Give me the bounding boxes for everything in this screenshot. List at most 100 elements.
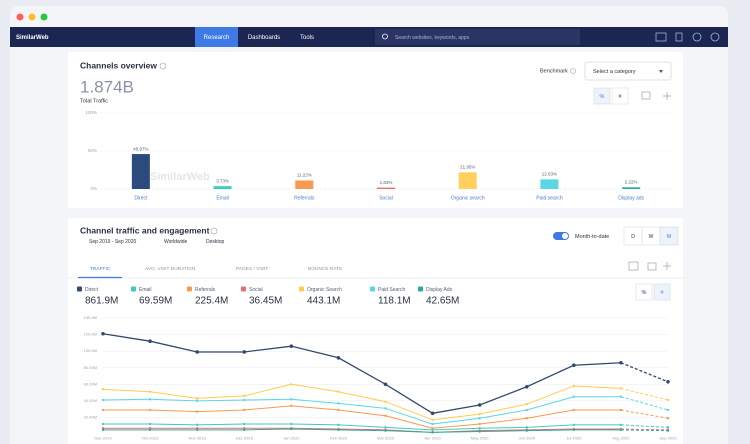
x-tick-label: Sep 2020: [659, 436, 677, 441]
bar: [458, 172, 477, 189]
toggle-button[interactable]: [653, 283, 671, 301]
x-tick-label: Aug 2020: [612, 436, 630, 441]
toggle-label: Month-to-date: [575, 234, 609, 240]
legend-total: 36.45M: [249, 296, 282, 307]
nav-tab[interactable]: Dashboards: [248, 35, 280, 41]
total-traffic: 1.874B: [80, 77, 134, 96]
nav-tab[interactable]: Tools: [300, 35, 314, 41]
granularity-button[interactable]: [659, 226, 679, 246]
data-point: [148, 339, 152, 344]
export-icon[interactable]: [647, 262, 657, 271]
x-tick-label: Apr 2020: [424, 436, 441, 441]
data-point: [477, 403, 482, 407]
table-icon[interactable]: [628, 261, 639, 271]
data-point: [243, 427, 246, 430]
metric-tab[interactable]: PAGES / VISIT: [236, 266, 268, 272]
y-tick-label: 0%: [90, 186, 97, 191]
x-tick-label: Mar 2020: [377, 436, 395, 441]
nav-icon[interactable]: [675, 32, 683, 42]
region: Worldwide: [164, 239, 187, 245]
granularity-label[interactable]: D: [631, 234, 635, 240]
close-dot[interactable]: [16, 13, 24, 21]
data-point: [525, 408, 528, 412]
y-tick-label: 80.00M: [84, 365, 97, 370]
data-point: [384, 400, 387, 403]
toggle-label[interactable]: #: [618, 94, 622, 100]
toggle-button[interactable]: [611, 87, 629, 105]
data-point: [572, 408, 576, 412]
toggle-label[interactable]: %: [642, 290, 647, 296]
data-point: [101, 331, 105, 336]
toggle-button[interactable]: [593, 87, 611, 105]
nav-icon[interactable]: [710, 32, 720, 42]
y-tick-label: 20.00M: [84, 414, 97, 419]
data-point: [101, 388, 105, 391]
nav-icon[interactable]: [655, 32, 667, 42]
granularity-label[interactable]: W: [649, 234, 654, 240]
data-point: [289, 344, 294, 348]
data-point: [195, 397, 199, 400]
data-point: [290, 427, 293, 431]
search-box[interactable]: [375, 29, 580, 45]
data-point: [619, 387, 623, 390]
category-select[interactable]: [584, 61, 672, 81]
brand[interactable]: SimilarWeb: [16, 35, 49, 41]
caret: [659, 70, 663, 73]
data-point: [525, 417, 528, 420]
data-point: [290, 404, 293, 408]
data-point: [478, 430, 481, 433]
card-title: Channels overview: [80, 60, 157, 70]
legend-total: 69.59M: [139, 296, 172, 307]
category-label: Referrals: [294, 195, 315, 201]
legend-name: Direct: [85, 287, 99, 293]
data-point: [243, 398, 246, 402]
data-point: [666, 380, 670, 384]
data-point: [384, 407, 387, 410]
value-label: 11.22%: [297, 173, 312, 178]
info-icon[interactable]: [210, 227, 218, 235]
data-point: [336, 355, 341, 360]
nav-icon[interactable]: [692, 32, 702, 42]
data-point: [101, 427, 105, 430]
data-point: [337, 428, 340, 432]
add-icon[interactable]: [663, 262, 671, 270]
value-label: 2.22%: [625, 180, 638, 185]
info-icon[interactable]: [159, 62, 167, 70]
toggle-label[interactable]: #: [660, 290, 664, 296]
add-icon[interactable]: [663, 92, 671, 100]
data-point: [666, 408, 670, 412]
series-line-partial: [620, 429, 669, 432]
metric-tab[interactable]: TRAFFIC: [90, 266, 111, 272]
data-point: [195, 427, 199, 430]
granularity-label[interactable]: M: [667, 234, 671, 240]
search-icon: [382, 33, 388, 40]
metric-tab[interactable]: AVG. VISIT DURATION: [145, 266, 196, 272]
line-chart: 20.00M 40.00M 60.00M 80.00M 100.0M 120.0M 140.…: [77, 286, 677, 441]
data-point: [572, 423, 576, 427]
data-point: [195, 423, 199, 427]
data-point: [148, 428, 152, 432]
nav-tab[interactable]: Research: [204, 35, 230, 41]
data-point: [148, 422, 152, 426]
y-tick-label: 100%: [85, 110, 97, 115]
bar: [295, 180, 314, 189]
select-text[interactable]: Select a category: [593, 69, 636, 75]
toggle-button[interactable]: [635, 283, 653, 301]
toggle-label[interactable]: %: [600, 94, 605, 100]
legend-total: 861.9M: [85, 296, 118, 307]
metric-tab[interactable]: BOUNCE RATE: [308, 266, 342, 272]
info-icon[interactable]: [570, 68, 576, 74]
data-point: [243, 408, 246, 412]
y-tick-label: 140.0M: [84, 315, 97, 320]
bar: [213, 186, 232, 189]
x-tick-label: Dec 2019: [236, 436, 254, 441]
legend-swatch: [77, 286, 82, 292]
data-point: [572, 395, 576, 398]
zoom-dot[interactable]: [40, 13, 48, 21]
export-icon[interactable]: [641, 91, 651, 100]
search-placeholder[interactable]: Search websites, keywords, apps: [395, 35, 470, 41]
card-title: Channel traffic and engagement: [80, 225, 210, 235]
minimize-dot[interactable]: [28, 13, 36, 21]
